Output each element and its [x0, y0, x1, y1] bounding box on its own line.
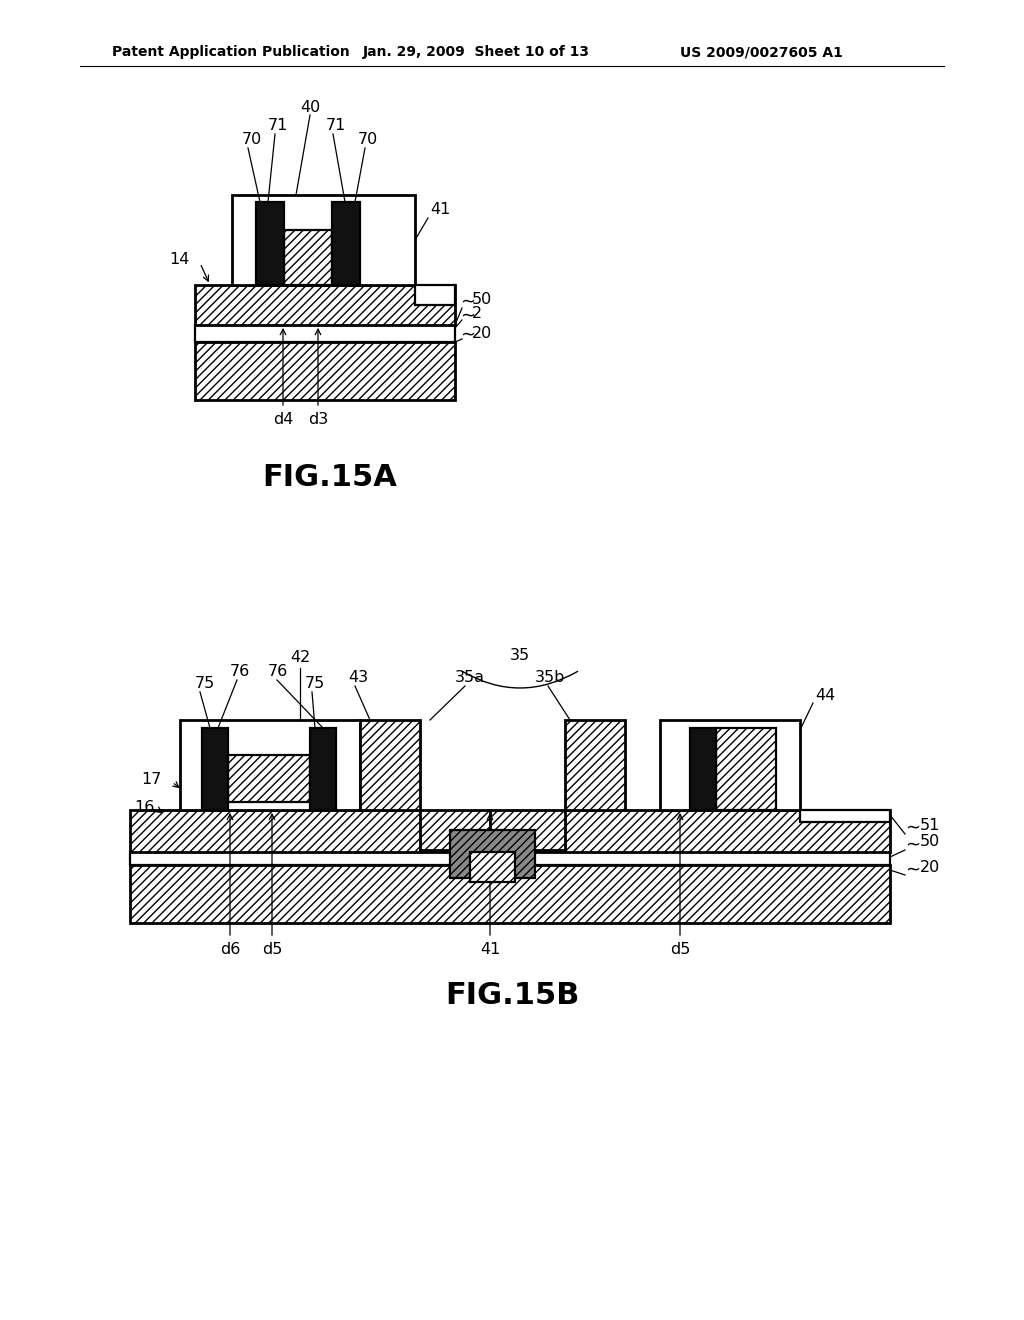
Bar: [716, 729, 776, 810]
Text: 43: 43: [348, 671, 368, 685]
Bar: [332, 202, 360, 285]
Bar: [690, 729, 716, 810]
Text: Jan. 29, 2009  Sheet 10 of 13: Jan. 29, 2009 Sheet 10 of 13: [362, 45, 590, 59]
Text: 76: 76: [229, 664, 250, 680]
Text: 35b: 35b: [535, 671, 565, 685]
Bar: [180, 719, 360, 810]
Bar: [130, 810, 890, 851]
Text: 71: 71: [326, 117, 346, 132]
Text: 50: 50: [920, 834, 940, 850]
Text: d4: d4: [272, 412, 293, 428]
Bar: [565, 719, 625, 810]
Text: 75: 75: [195, 676, 215, 692]
Text: 42: 42: [290, 651, 310, 665]
Text: ∼: ∼: [460, 326, 475, 345]
Bar: [310, 729, 336, 810]
Bar: [130, 851, 890, 865]
Bar: [450, 830, 535, 878]
Text: 75: 75: [305, 676, 326, 692]
Bar: [195, 342, 455, 400]
Text: ∼: ∼: [905, 836, 921, 854]
Text: d3: d3: [308, 412, 328, 428]
Text: 44: 44: [815, 688, 836, 702]
Bar: [284, 230, 332, 285]
Text: Patent Application Publication: Patent Application Publication: [112, 45, 350, 59]
Text: 70: 70: [357, 132, 378, 148]
Text: d5: d5: [670, 942, 690, 957]
Bar: [470, 851, 515, 882]
Text: 41: 41: [480, 942, 500, 957]
Text: 35a: 35a: [455, 671, 485, 685]
Text: ∼: ∼: [905, 861, 921, 879]
Text: 20: 20: [472, 326, 493, 341]
Bar: [202, 729, 228, 810]
Text: d6: d6: [220, 942, 241, 957]
Text: 40: 40: [300, 99, 321, 115]
Bar: [228, 755, 310, 803]
Bar: [660, 719, 800, 810]
Text: 76: 76: [268, 664, 288, 680]
Bar: [232, 195, 415, 285]
Bar: [195, 285, 455, 325]
Text: 41: 41: [430, 202, 451, 218]
Text: d5: d5: [262, 942, 283, 957]
Bar: [256, 202, 284, 285]
Text: ∼: ∼: [460, 308, 475, 325]
Text: 35: 35: [510, 648, 530, 663]
Text: 51: 51: [920, 817, 940, 833]
Text: 50: 50: [472, 293, 493, 308]
Text: FIG.15B: FIG.15B: [444, 981, 580, 1010]
Text: 17: 17: [141, 772, 162, 788]
Bar: [195, 325, 455, 342]
Text: 20: 20: [920, 859, 940, 874]
Text: ∼: ∼: [460, 293, 475, 312]
Text: 2: 2: [472, 306, 482, 322]
Bar: [415, 285, 455, 305]
Text: 14: 14: [170, 252, 190, 268]
Text: ∼: ∼: [905, 818, 921, 837]
Bar: [130, 865, 890, 923]
Text: 71: 71: [268, 117, 288, 132]
Bar: [800, 810, 890, 822]
Bar: [360, 719, 420, 810]
Text: 70: 70: [242, 132, 262, 148]
Text: US 2009/0027605 A1: US 2009/0027605 A1: [680, 45, 843, 59]
Text: FIG.15A: FIG.15A: [262, 462, 397, 491]
Text: 16: 16: [134, 800, 155, 814]
